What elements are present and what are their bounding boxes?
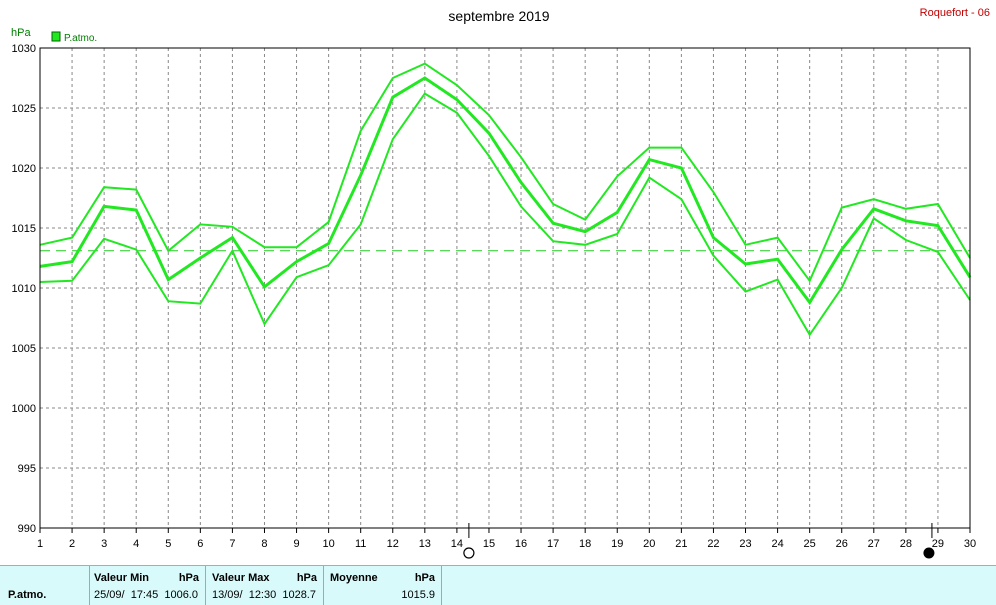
y-axis-unit: hPa	[11, 27, 31, 39]
x-tick-label-1: 1	[37, 538, 43, 550]
x-tick-label-3: 3	[101, 538, 107, 550]
legend-swatch	[51, 31, 61, 42]
x-tick-label-14: 14	[451, 538, 463, 550]
series-line-max	[39, 62, 971, 283]
x-tick-label-23: 23	[739, 538, 751, 550]
y-tick-label-990: 990	[18, 523, 36, 535]
y-tick-label-1010: 1010	[12, 283, 36, 295]
x-tick-label-15: 15	[483, 538, 495, 550]
x-tick-label-16: 16	[515, 538, 527, 550]
series-line-min	[39, 92, 971, 337]
x-tick-label-7: 7	[229, 538, 235, 550]
x-tick-label-11: 11	[355, 538, 366, 550]
station-name: Roquefort - 06	[920, 7, 990, 19]
x-tick-label-25: 25	[804, 538, 816, 550]
x-tick-label-5: 5	[165, 538, 171, 550]
min-header: Valeur Min	[94, 572, 150, 584]
y-tick-label-1005: 1005	[12, 343, 36, 355]
x-tick-label-18: 18	[579, 538, 591, 550]
max-value: 13/09/ 12:30 1028.7	[212, 589, 316, 601]
y-axis-ticks: 990 995 1000 1005 1010 1015 1020 1025 1030	[12, 43, 36, 535]
x-tick-label-8: 8	[261, 538, 267, 550]
new-moon-icon	[923, 547, 935, 559]
x-tick-label-27: 27	[868, 538, 880, 550]
stats-footer: P.atmo. Valeur Min hPa 25/09/ 17:45 1006…	[0, 565, 996, 605]
moon-phase-markers	[463, 523, 935, 559]
x-tick-label-9: 9	[293, 538, 299, 550]
y-tick-label-1000: 1000	[12, 403, 36, 415]
x-tick-label-4: 4	[133, 538, 139, 550]
x-tick-label-19: 19	[611, 538, 623, 550]
max-cell: Valeur Max hPa 13/09/ 12:30 1028.7	[206, 566, 324, 605]
x-axis-ticks: 1 2 3 4 5 6 7 8 9 10 11 12 13 14 15 16 17 18 19 20 21 22 23 24 2…	[37, 528, 976, 550]
min-cell: Valeur Min hPa 25/09/ 17:45 1006.0	[90, 566, 206, 605]
mean-value: 1015.9	[401, 589, 435, 601]
x-tick-label-6: 6	[197, 538, 203, 550]
x-tick-label-26: 26	[836, 538, 848, 550]
full-moon-icon	[463, 547, 475, 559]
min-value: 25/09/ 17:45 1006.0	[94, 589, 198, 601]
chart-title: septembre 2019	[448, 8, 549, 24]
x-tick-label-21: 21	[675, 538, 687, 550]
max-header: Valeur Max	[212, 572, 270, 584]
series-group	[39, 62, 972, 337]
pressure-chart: septembre 2019 Roquefort - 06 hPa P.atmo…	[11, 7, 990, 559]
x-tick-label-2: 2	[69, 538, 75, 550]
x-tick-label-20: 20	[643, 538, 655, 550]
y-tick-label-1025: 1025	[12, 103, 36, 115]
series-cell: P.atmo.	[0, 566, 90, 605]
x-tick-label-30: 30	[964, 538, 976, 550]
mean-header: Moyenne	[330, 572, 378, 584]
plot-frame	[39, 47, 971, 529]
x-tick-label-13: 13	[419, 538, 431, 550]
legend-label: P.atmo.	[64, 33, 97, 44]
x-tick-label-29: 29	[932, 538, 944, 550]
y-tick-label-995: 995	[18, 463, 36, 475]
x-tick-label-17: 17	[547, 538, 559, 550]
mean-cell: Moyenne hPa 1015.9	[324, 566, 442, 605]
min-unit: hPa	[178, 572, 199, 584]
series-name: P.atmo.	[8, 589, 47, 601]
x-tick-label-12: 12	[387, 538, 399, 550]
x-tick-label-10: 10	[322, 538, 334, 550]
x-tick-label-28: 28	[900, 538, 912, 550]
grid	[40, 48, 970, 528]
y-tick-label-1030: 1030	[12, 43, 36, 55]
mean-unit: hPa	[414, 572, 435, 584]
x-tick-label-24: 24	[771, 538, 783, 550]
max-unit: hPa	[296, 572, 317, 584]
y-tick-label-1015: 1015	[12, 223, 36, 235]
y-tick-label-1020: 1020	[12, 163, 36, 175]
x-tick-label-22: 22	[707, 538, 719, 550]
series-line-mean	[39, 76, 972, 306]
